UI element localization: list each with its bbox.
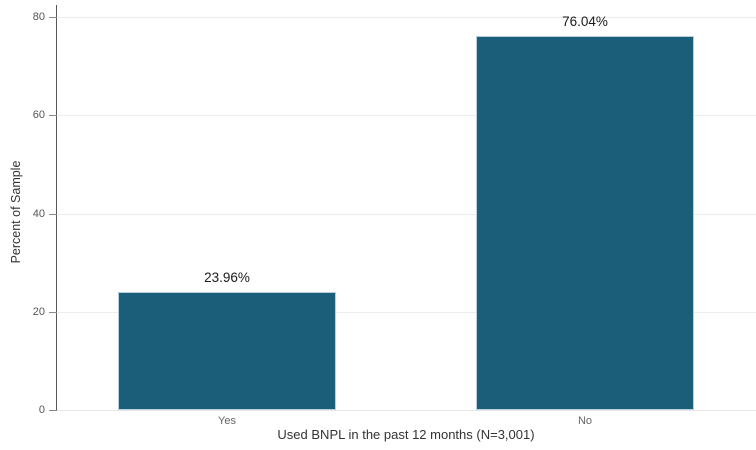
gridline-20 [57, 311, 756, 313]
x-axis-line [57, 410, 756, 411]
y-tick-label-0: 0 [38, 404, 45, 416]
y-tick-label-60: 60 [32, 109, 45, 122]
y-tick-mark-80 [49, 17, 57, 18]
gridline-80 [57, 17, 756, 18]
x-axis-title: Used BNPL in the past 12 months (N=3,001… [277, 427, 535, 442]
bar-yes[interactable] [118, 292, 336, 410]
bar-no[interactable] [476, 36, 694, 410]
y-tick-label-20: 20 [32, 305, 45, 318]
category-label-no: No [577, 415, 593, 427]
y-tick-mark-0 [49, 410, 57, 411]
y-tick-mark-40 [49, 213, 57, 215]
gridline-60 [57, 115, 756, 117]
y-tick-mark-60 [49, 115, 57, 117]
category-label-yes: Yes [218, 415, 236, 427]
y-tick-label-40: 40 [32, 207, 45, 220]
y-tick-mark-20 [49, 311, 57, 313]
value-label-no: 76.04% [562, 14, 608, 30]
plot-area: 0 20 40 60 80 23.96% Yes 76.04% No [33, 5, 756, 427]
y-tick-label-80: 80 [32, 11, 45, 23]
value-label-yes: 23.96% [204, 270, 250, 286]
gridline-40 [57, 213, 756, 215]
